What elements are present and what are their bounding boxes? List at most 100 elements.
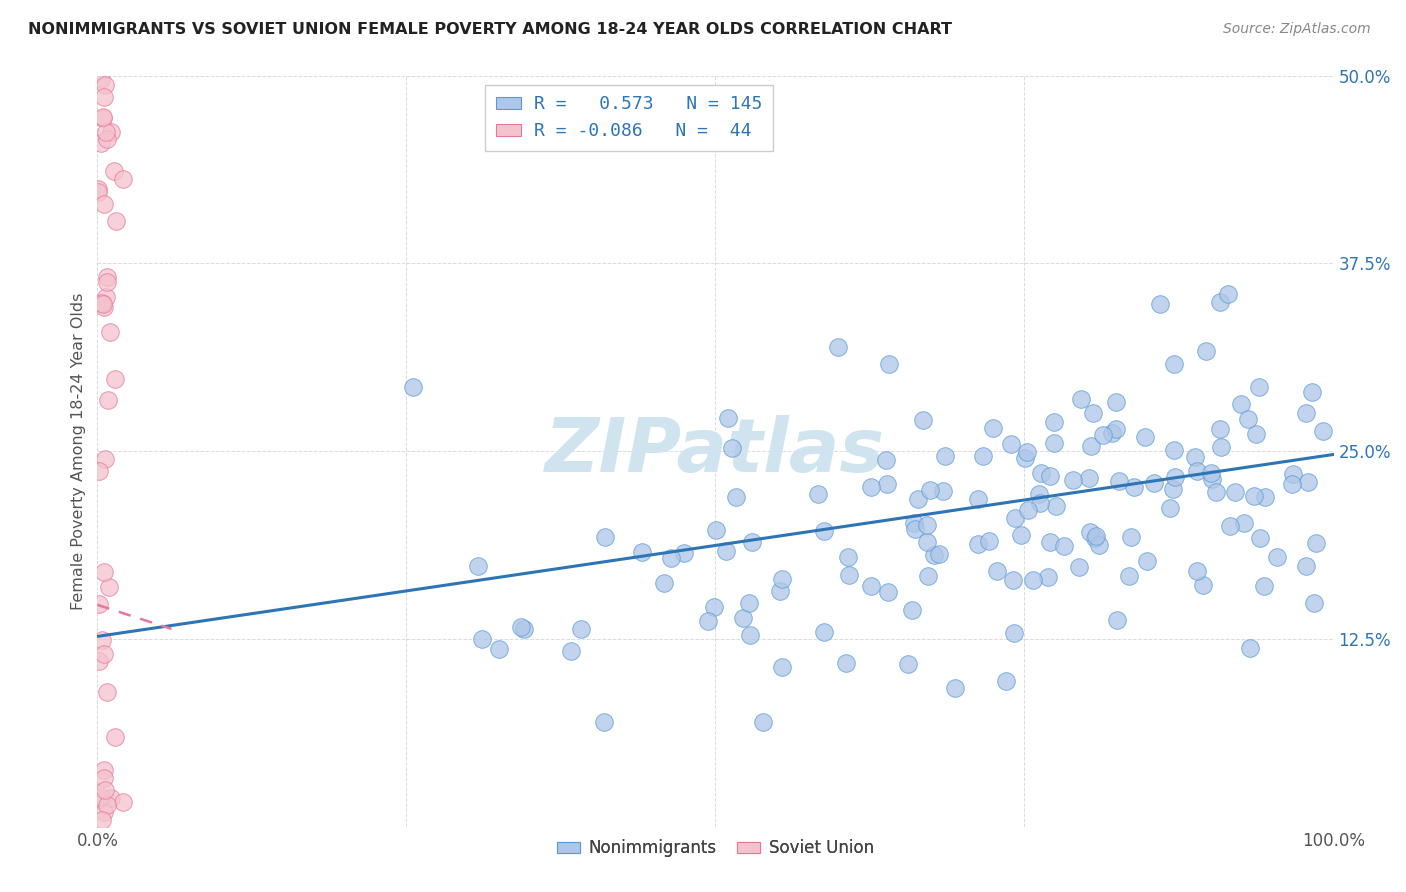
- Point: [1028, 487, 1050, 501]
- Point: [630, 545, 652, 559]
- Point: [702, 599, 724, 614]
- Point: [513, 622, 536, 636]
- Point: [897, 657, 920, 671]
- Point: [1185, 464, 1208, 478]
- Point: [995, 674, 1018, 689]
- Point: [1136, 554, 1159, 568]
- Point: [96, 269, 118, 284]
- Point: [1230, 397, 1253, 411]
- Point: [592, 715, 614, 730]
- Point: [1161, 483, 1184, 497]
- Point: [912, 413, 935, 427]
- Point: [1105, 613, 1128, 627]
- Point: [877, 357, 900, 371]
- Point: [752, 715, 775, 730]
- Point: [90, 136, 112, 151]
- Point: [96, 290, 118, 304]
- Point: [98, 325, 121, 339]
- Point: [1015, 445, 1038, 459]
- Point: [934, 449, 956, 463]
- Point: [1247, 380, 1270, 394]
- Point: [1163, 443, 1185, 458]
- Point: [91, 813, 114, 827]
- Point: [827, 340, 849, 354]
- Point: [1042, 416, 1064, 430]
- Point: [907, 492, 929, 507]
- Point: [1078, 470, 1101, 484]
- Point: [96, 684, 118, 698]
- Point: [89, 654, 111, 668]
- Point: [1225, 485, 1247, 500]
- Point: [903, 516, 925, 530]
- Point: [467, 559, 489, 574]
- Point: [1195, 344, 1218, 359]
- Legend: Nonimmigrants, Soviet Union: Nonimmigrants, Soviet Union: [551, 833, 880, 864]
- Point: [733, 611, 755, 625]
- Point: [717, 411, 740, 425]
- Point: [1080, 439, 1102, 453]
- Point: [104, 730, 127, 744]
- Point: [1118, 569, 1140, 583]
- Point: [860, 481, 883, 495]
- Point: [1185, 564, 1208, 578]
- Point: [1205, 485, 1227, 500]
- Point: [1031, 467, 1053, 481]
- Point: [90, 790, 112, 805]
- Point: [1239, 640, 1261, 655]
- Point: [91, 296, 114, 310]
- Point: [1295, 559, 1317, 574]
- Point: [741, 534, 763, 549]
- Point: [835, 656, 858, 670]
- Point: [93, 565, 115, 579]
- Point: [91, 632, 114, 647]
- Point: [1036, 569, 1059, 583]
- Point: [93, 771, 115, 785]
- Point: [917, 569, 939, 583]
- Point: [875, 453, 897, 467]
- Point: [1249, 531, 1271, 545]
- Point: [972, 449, 994, 463]
- Point: [652, 575, 675, 590]
- Point: [111, 172, 134, 186]
- Text: Source: ZipAtlas.com: Source: ZipAtlas.com: [1223, 22, 1371, 37]
- Point: [1209, 422, 1232, 436]
- Point: [90, 71, 112, 86]
- Point: [966, 491, 988, 506]
- Point: [91, 111, 114, 125]
- Point: [1254, 490, 1277, 504]
- Point: [93, 763, 115, 777]
- Point: [1296, 475, 1319, 489]
- Point: [813, 524, 835, 538]
- Point: [94, 78, 117, 92]
- Point: [104, 214, 127, 228]
- Point: [93, 197, 115, 211]
- Point: [1039, 535, 1062, 549]
- Point: [1305, 536, 1327, 550]
- Point: [696, 615, 718, 629]
- Point: [915, 535, 938, 549]
- Point: [1084, 531, 1107, 545]
- Point: [1004, 510, 1026, 524]
- Point: [89, 597, 111, 611]
- Point: [1053, 539, 1076, 553]
- Point: [1233, 516, 1256, 531]
- Point: [510, 620, 533, 634]
- Point: [93, 111, 115, 125]
- Point: [967, 537, 990, 551]
- Point: [488, 641, 510, 656]
- Point: [1211, 440, 1233, 454]
- Point: [837, 549, 859, 564]
- Point: [917, 518, 939, 533]
- Point: [96, 132, 118, 146]
- Point: [97, 393, 120, 408]
- Point: [93, 90, 115, 104]
- Point: [813, 625, 835, 640]
- Point: [593, 530, 616, 544]
- Point: [1281, 477, 1303, 491]
- Point: [1010, 528, 1032, 542]
- Point: [1237, 412, 1260, 426]
- Point: [876, 477, 898, 491]
- Point: [1039, 469, 1062, 483]
- Point: [770, 572, 793, 586]
- Point: [1184, 450, 1206, 465]
